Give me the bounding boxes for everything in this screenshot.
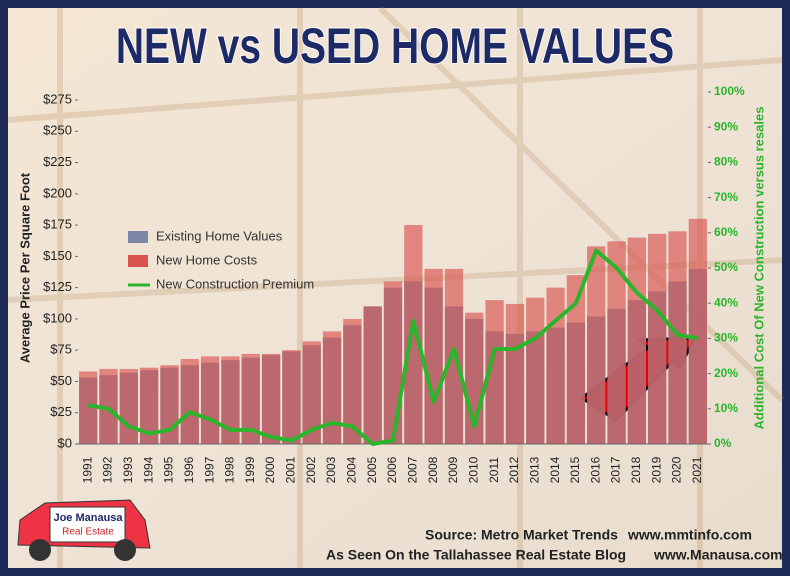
x-tick-label: 2012	[507, 456, 521, 483]
y2-tick-label: 80%	[714, 155, 738, 169]
bar	[627, 237, 647, 444]
bar	[526, 297, 545, 444]
y-tick-label: $25	[50, 404, 72, 419]
x-tick-label: 2011	[487, 457, 501, 483]
bar	[688, 218, 707, 444]
y-tick-label: $75	[50, 342, 72, 357]
bar	[261, 353, 281, 444]
x-tick-label: 2005	[365, 456, 379, 483]
bar	[241, 353, 260, 444]
x-tick-label: 1997	[202, 456, 216, 483]
x-tick-label: 2020	[670, 456, 684, 483]
bar	[587, 246, 606, 444]
y-tick-label: $100	[43, 310, 72, 325]
x-tick-label: 1996	[182, 456, 196, 483]
bar	[546, 287, 565, 444]
y-tick-label: $50	[50, 373, 72, 388]
bar	[668, 231, 687, 444]
line	[87, 248, 699, 446]
legend-label: New Construction Premium	[156, 276, 314, 291]
blog: As Seen On the Tallahassee Real Estate B…	[326, 547, 626, 563]
y-tick-label: $225	[43, 154, 72, 169]
bar	[404, 225, 423, 444]
bar	[607, 241, 626, 444]
x-tick-label: 1999	[243, 456, 257, 483]
bar	[282, 350, 301, 444]
bar	[343, 318, 362, 444]
x-tick-label: 2021	[690, 456, 704, 483]
y2-tick-label: 30%	[714, 331, 738, 345]
bar	[221, 356, 240, 444]
y2-tick-label: 20%	[714, 366, 738, 380]
x-tick-label: 2017	[609, 456, 623, 483]
bar	[383, 281, 403, 444]
x-tick-label: 2004	[345, 456, 359, 483]
y-tick-label: $250	[43, 123, 72, 138]
bar	[363, 306, 382, 444]
bar	[302, 341, 321, 444]
bar	[322, 331, 342, 444]
x-tick-label: 2013	[527, 456, 541, 483]
y-tick-label: $150	[43, 248, 72, 263]
x-tick-label: 2003	[324, 456, 338, 483]
y2-tick-label: 90%	[714, 119, 738, 133]
source-url: www.mmtinfo.com	[627, 527, 752, 543]
y-axis-label: Average Price Per Square Foot	[17, 172, 32, 363]
legend-swatch	[128, 255, 148, 267]
x-tick-label: 2001	[284, 456, 298, 483]
bar	[566, 275, 586, 444]
bar	[119, 368, 138, 444]
x-tick-label: 1993	[121, 456, 135, 483]
bar	[200, 356, 220, 444]
x-tick-label: 1998	[223, 456, 237, 483]
y2-tick-label: 60%	[714, 225, 738, 239]
y2-tick-label: 70%	[714, 190, 738, 204]
y2-tick-label: 10%	[714, 401, 738, 415]
chart-title: NEW vs USED HOME VALUES	[116, 17, 674, 74]
bar	[79, 371, 98, 444]
x-tick-label: 2014	[548, 456, 562, 483]
y2-tick-label: 40%	[714, 295, 738, 309]
y2-tick-label: 100%	[714, 84, 745, 98]
logo-text: Joe Manausa	[53, 512, 123, 524]
legend-swatch	[128, 231, 148, 243]
x-tick-label: 2000	[263, 456, 277, 483]
x-tick-label: 2006	[385, 456, 399, 483]
legend-label: Existing Home Values	[156, 228, 283, 243]
x-tick-label: 2002	[304, 456, 318, 483]
legend-label: New Home Costs	[156, 252, 258, 267]
bar	[485, 300, 504, 444]
y-tick-label: $175	[43, 217, 72, 232]
bar	[424, 268, 443, 444]
y-tick-label: $0	[58, 435, 72, 450]
bar	[99, 368, 118, 444]
x-tick-label: 2007	[405, 456, 419, 483]
x-tick-label: 2016	[588, 456, 602, 483]
x-tick-label: 2018	[629, 456, 643, 483]
x-tick-label: 2015	[568, 456, 582, 483]
bar	[180, 358, 199, 444]
y2-tick-label: 0%	[714, 436, 732, 450]
bar	[505, 303, 525, 444]
x-tick-label: 1991	[80, 456, 94, 483]
x-tick-label: 2019	[649, 456, 663, 483]
source: Source: Metro Market Trends	[425, 527, 618, 543]
x-tick-label: 2008	[426, 456, 440, 483]
bar	[648, 233, 667, 444]
x-tick-label: 1992	[101, 456, 115, 483]
x-tick-label: 1994	[141, 456, 155, 483]
logo-text: Real Estate	[62, 527, 114, 538]
x-tick-label: 1995	[162, 456, 176, 483]
logo: Joe Manausa Real Estate	[17, 499, 151, 561]
bar	[139, 367, 159, 444]
y2-axis-label: Additional Cost Of New Construction vers…	[751, 107, 766, 430]
x-tick-label: 2009	[446, 456, 460, 483]
y2-tick-label: 50%	[714, 260, 738, 274]
y-tick-label: $200	[43, 185, 72, 200]
x-tick-label: 2010	[466, 456, 480, 483]
y-tick-label: $125	[43, 279, 72, 294]
blog-url: www.Manausa.com	[653, 547, 783, 563]
y-tick-label: $275	[43, 91, 72, 106]
